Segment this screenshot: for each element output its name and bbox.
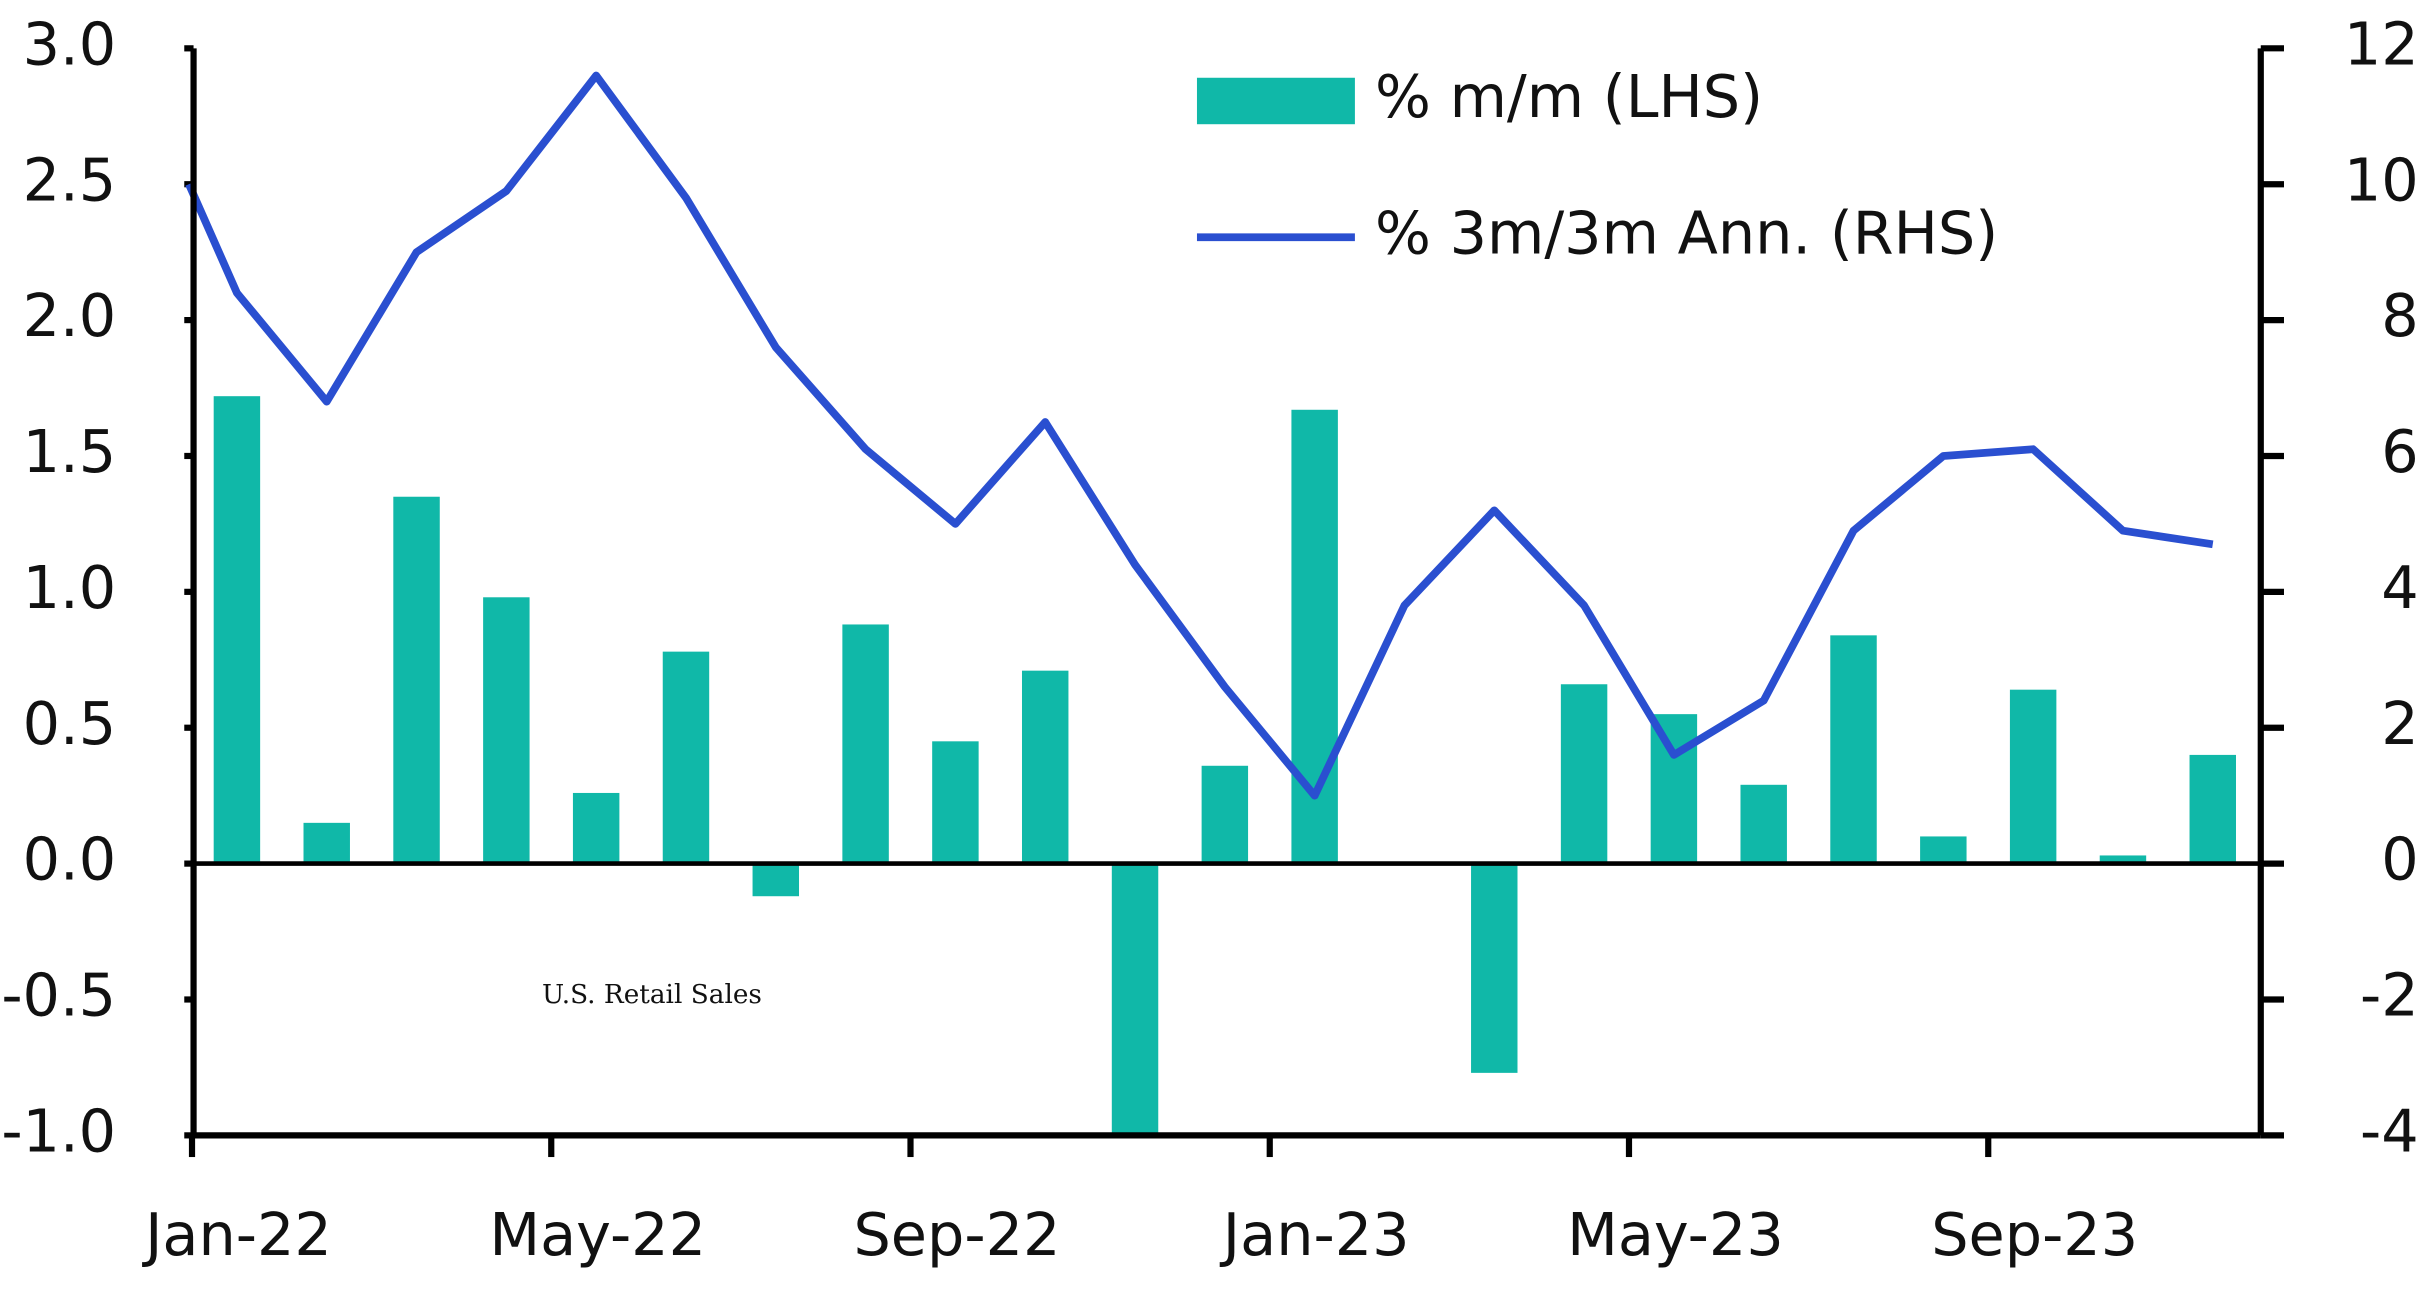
y-tick-label: 0.5 (23, 689, 117, 758)
y2-tick-label: 10 (2344, 145, 2419, 214)
bar (1830, 635, 1877, 864)
y2-tick-label: 4 (2381, 553, 2418, 622)
bar (393, 496, 440, 864)
bar (303, 822, 350, 864)
y2-tick-label: 8 (2381, 281, 2418, 350)
y-tick-label: 2.0 (23, 281, 117, 350)
bar (572, 792, 620, 864)
y2-tick-label: -2 (2360, 961, 2419, 1030)
y2-tick-label: 6 (2381, 417, 2418, 486)
legend-label: % 3m/3m Ann. (RHS) (1375, 198, 1998, 267)
y-tick-label: -1.0 (1, 1096, 116, 1165)
bar (2099, 855, 2147, 864)
y2-tick-label: 0 (2381, 825, 2418, 894)
bar (2009, 689, 2057, 864)
x-tick-label: May-22 (489, 1200, 706, 1269)
y-tick-label: 1.5 (23, 417, 117, 486)
y2-tick-label: 12 (2344, 9, 2419, 78)
bar (1920, 836, 1967, 864)
bar (1111, 863, 1159, 1136)
bar (752, 863, 800, 897)
bar (1021, 670, 1069, 864)
bar (483, 597, 530, 864)
chart-title: U.S. Retail Sales (542, 980, 762, 1010)
bar (1471, 863, 1518, 1073)
legend-label: % m/m (LHS) (1375, 62, 1763, 131)
y-tick-label: 0.0 (23, 825, 117, 894)
y-tick-label: 2.5 (23, 145, 117, 214)
bar (842, 624, 889, 864)
y-tick-label: 3.0 (23, 9, 117, 78)
x-tick-label: Sep-23 (1931, 1200, 2138, 1269)
bar (932, 741, 979, 864)
y-tick-label: 1.0 (23, 553, 117, 622)
y2-tick-label: -4 (2360, 1096, 2419, 1165)
bar (1560, 684, 1608, 864)
x-tick-label: Jan-23 (1219, 1200, 1410, 1269)
x-tick-label: Jan-22 (141, 1200, 332, 1269)
bar (1201, 765, 1249, 864)
line (185, 71, 2214, 800)
bar (213, 396, 261, 864)
x-tick-label: May-23 (1567, 1200, 1784, 1269)
x-tick-label: Sep-22 (853, 1200, 1060, 1269)
bar (662, 651, 710, 864)
bar (2189, 754, 2236, 864)
bar (1740, 784, 1787, 864)
legend-swatch (1196, 77, 1355, 125)
bar (1650, 714, 1698, 864)
y2-tick-label: 2 (2381, 689, 2418, 758)
y-tick-label: -0.5 (1, 961, 116, 1030)
